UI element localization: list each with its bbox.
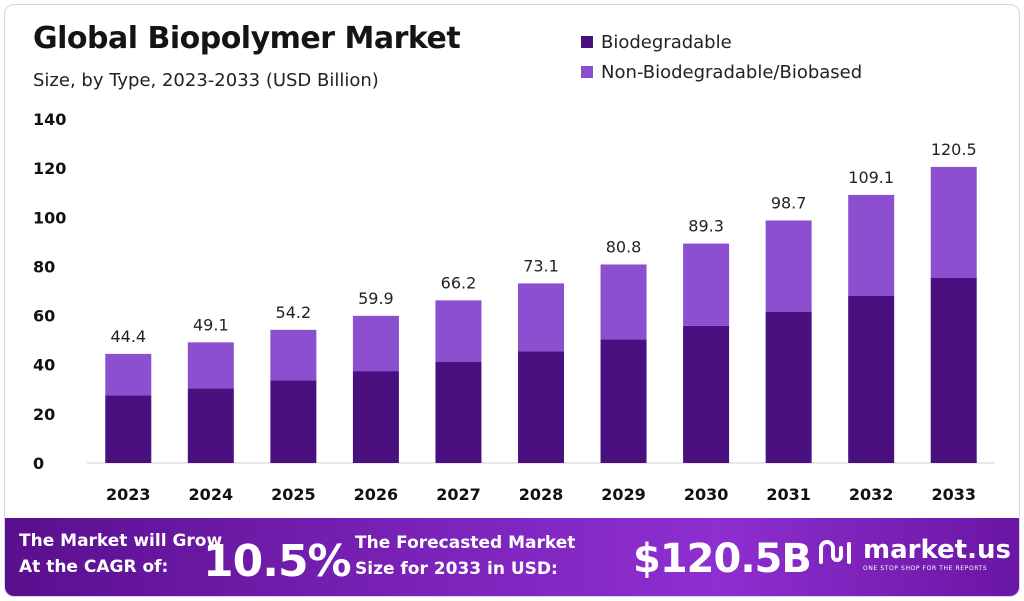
x-tick-label: 2029 (601, 485, 646, 504)
legend-label-non-biodegradable: Non-Biodegradable/Biobased (601, 61, 863, 83)
bar-non-biodegradable (270, 329, 317, 381)
brand-logo[interactable]: market.us ONE STOP SHOP FOR THE REPORTS (817, 536, 1011, 574)
bar-total-label: 54.2 (276, 303, 312, 322)
legend-item-non-biodegradable: Non-Biodegradable/Biobased (581, 57, 862, 87)
bar-non-biodegradable (848, 194, 895, 296)
bar-biodegradable (600, 339, 647, 463)
bar-total-label: 44.4 (110, 327, 146, 346)
bar-biodegradable (435, 362, 482, 463)
bar-biodegradable (270, 380, 317, 463)
x-tick-label: 2027 (436, 485, 481, 504)
x-tick-label: 2028 (519, 485, 564, 504)
y-tick-label: 0 (33, 454, 44, 473)
y-tick-label: 100 (33, 208, 66, 227)
chart-frame: Global Biopolymer Market Size, by Type, … (4, 4, 1020, 597)
bar-non-biodegradable (765, 220, 812, 312)
y-tick-label: 140 (33, 110, 66, 129)
x-tick-label: 2031 (766, 485, 811, 504)
x-tick-label: 2030 (684, 485, 729, 504)
market-us-logo-icon (819, 540, 851, 564)
bar-total-label: 59.9 (358, 289, 394, 308)
chart-title: Global Biopolymer Market (33, 21, 461, 56)
bar-non-biodegradable (518, 283, 564, 352)
x-tick-label: 2023 (106, 485, 151, 504)
bar-non-biodegradable (352, 315, 399, 372)
forecast-value: $120.5B (633, 536, 812, 582)
bar-total-label: 73.1 (523, 256, 559, 275)
bar-biodegradable (352, 371, 399, 463)
y-tick-label: 20 (33, 405, 55, 424)
bar-non-biodegradable (105, 353, 152, 396)
bar-total-label: 89.3 (688, 217, 724, 236)
x-tick-label: 2024 (189, 485, 234, 504)
bar-total-label: 80.8 (606, 237, 642, 256)
bar-biodegradable (930, 277, 977, 463)
forecast-label-line1: The Forecasted Market (355, 533, 576, 553)
bar-biodegradable (518, 351, 564, 463)
bar-non-biodegradable (600, 264, 647, 340)
cagr-label-line1: The Market will Grow (19, 531, 223, 551)
bar-total-label: 66.2 (441, 273, 477, 292)
brand-name: market.us (863, 535, 1011, 565)
x-tick-label: 2026 (354, 485, 399, 504)
bar-non-biodegradable (930, 166, 977, 278)
bar-total-label: 109.1 (848, 168, 894, 187)
brand-text: market.us ONE STOP SHOP FOR THE REPORTS (863, 536, 1011, 574)
bar-biodegradable (187, 388, 234, 463)
legend-swatch-biodegradable (581, 36, 593, 48)
x-tick-label: 2032 (849, 485, 894, 504)
chart-subtitle: Size, by Type, 2023-2033 (USD Billion) (33, 70, 379, 91)
legend-item-biodegradable: Biodegradable (581, 27, 862, 57)
y-tick-label: 120 (33, 159, 66, 178)
forecast-label-line2: Size for 2033 in USD: (355, 559, 558, 579)
summary-banner: The Market will Grow At the CAGR of: 10.… (5, 518, 1019, 596)
bar-biodegradable (105, 395, 152, 463)
legend-label-biodegradable: Biodegradable (601, 31, 732, 53)
x-tick-label: 2025 (271, 485, 316, 504)
cagr-value: 10.5% (203, 536, 352, 587)
bar-biodegradable (848, 295, 895, 463)
legend-swatch-non-biodegradable (581, 66, 593, 78)
bar-non-biodegradable (435, 300, 482, 363)
brand-tagline: ONE STOP SHOP FOR THE REPORTS (863, 565, 988, 572)
y-tick-label: 40 (33, 356, 55, 375)
bar-total-label: 98.7 (771, 193, 807, 212)
y-tick-label: 60 (33, 307, 55, 326)
cagr-label-line2: At the CAGR of: (19, 557, 169, 577)
bar-total-label: 49.1 (193, 315, 229, 334)
legend: Biodegradable Non-Biodegradable/Biobased (581, 27, 862, 87)
cagr-label: The Market will Grow At the CAGR of: (19, 528, 222, 580)
bar-non-biodegradable (187, 342, 234, 389)
y-tick-label: 80 (33, 257, 55, 276)
forecast-label: The Forecasted Market Size for 2033 in U… (355, 530, 575, 582)
bar-biodegradable (765, 311, 812, 463)
bar-chart: 0 20 40 60 80 100 120 140 44.4 2023 49.1 2024 54.2 20… (33, 110, 995, 504)
bar-biodegradable (683, 325, 730, 463)
bar-non-biodegradable (683, 243, 730, 326)
bar-total-label: 120.5 (931, 140, 977, 159)
x-tick-label: 2033 (931, 485, 976, 504)
